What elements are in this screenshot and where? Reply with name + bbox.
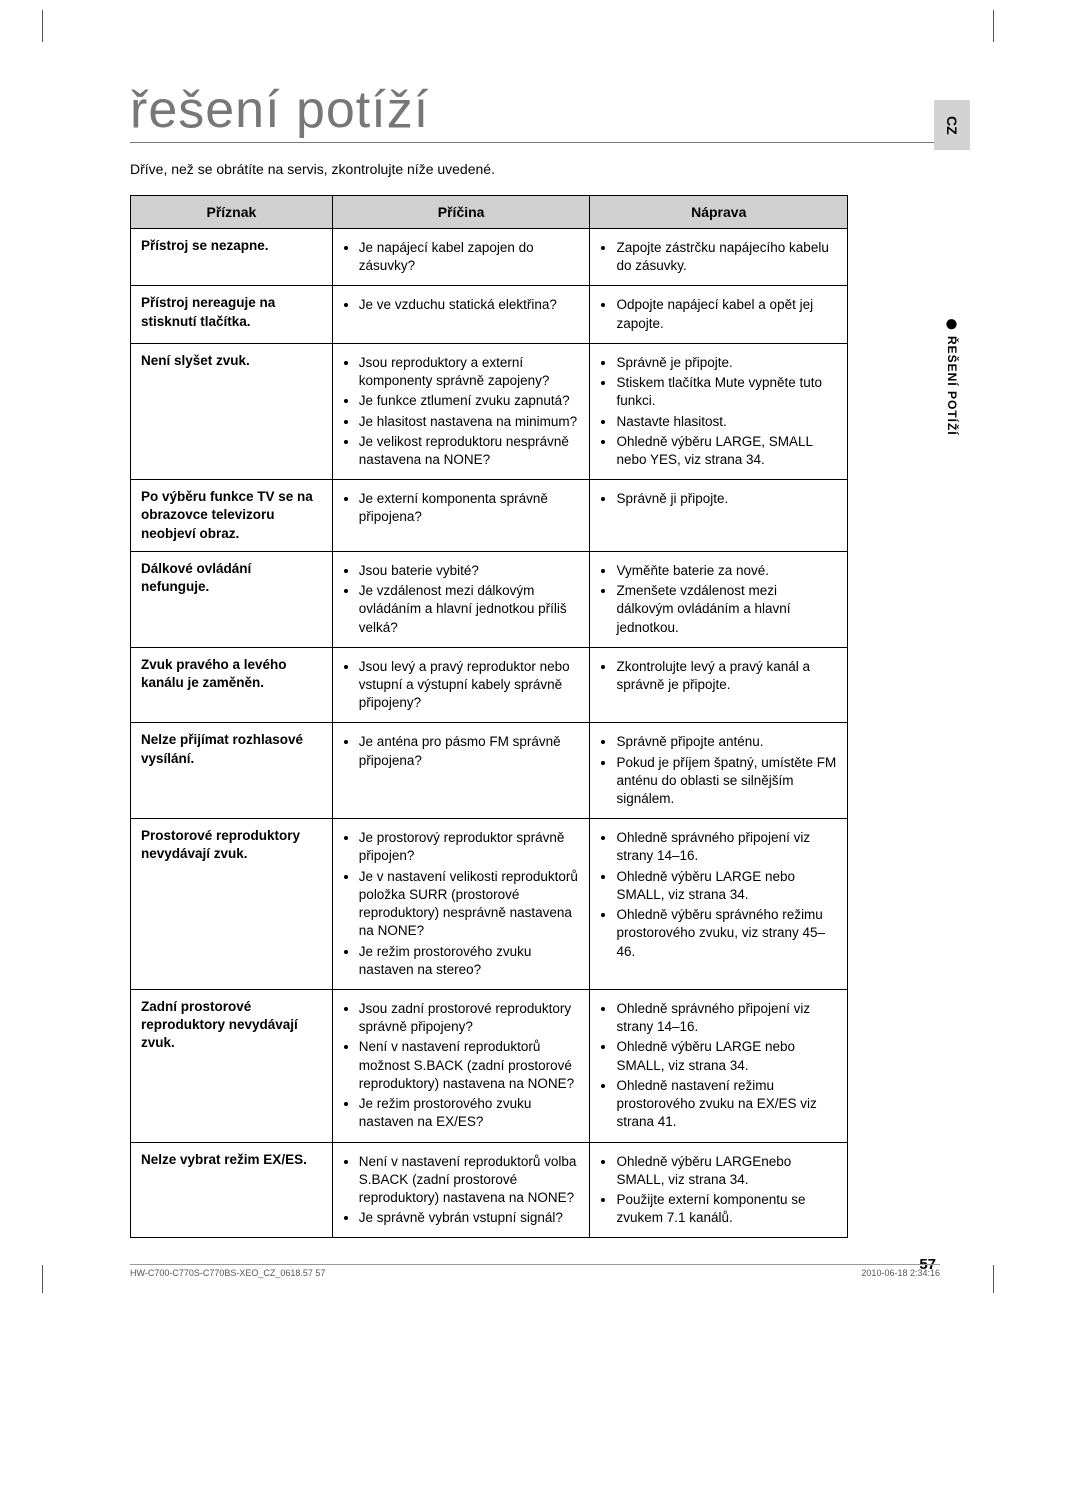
cause-item: Je režim prostorového zvuku nastaven na … bbox=[359, 943, 580, 979]
fix-cell: Ohledně výběru LARGEnebo SMALL, viz stra… bbox=[590, 1142, 848, 1238]
cause-item: Je hlasitost nastavena na minimum? bbox=[359, 413, 580, 431]
cause-item: Jsou levý a pravý reproduktor nebo vstup… bbox=[359, 658, 580, 713]
fix-cell: Zapojte zástrčku napájecího kabelu do zá… bbox=[590, 229, 848, 286]
cause-cell: Je ve vzduchu statická elektřina? bbox=[332, 286, 590, 343]
fix-item: Použijte externí komponentu se zvukem 7.… bbox=[616, 1191, 837, 1227]
symptom-cell: Nelze vybrat režim EX/ES. bbox=[131, 1142, 333, 1238]
fix-cell: Správně je připojte. Stiskem tlačítka Mut… bbox=[590, 343, 848, 479]
fix-item: Zmenšete vzdálenost mezi dálkovým ovládá… bbox=[616, 582, 837, 637]
cause-item: Je anténa pro pásmo FM správně připojena… bbox=[359, 733, 580, 769]
symptom-cell: Nelze přijímat rozhlasové vysílání. bbox=[131, 723, 333, 819]
fix-item: Nastavte hlasitost. bbox=[616, 413, 837, 431]
table-header-row: Příznak Příčina Náprava bbox=[131, 196, 848, 229]
table-row: Přístroj nereaguje na stisknutí tlačítka… bbox=[131, 286, 848, 343]
cause-item: Je ve vzduchu statická elektřina? bbox=[359, 296, 580, 314]
table-row: Není slyšet zvuk. Jsou reproduktory a ext… bbox=[131, 343, 848, 479]
col-header-cause: Příčina bbox=[332, 196, 590, 229]
cause-cell: Jsou zadní prostorové reproduktory správ… bbox=[332, 990, 590, 1143]
fix-item: Ohledně správného připojení viz strany 1… bbox=[616, 1000, 837, 1036]
table-row: Po výběru funkce TV se na obrazovce tele… bbox=[131, 480, 848, 552]
symptom-cell: Přístroj se nezapne. bbox=[131, 229, 333, 286]
symptom-cell: Zadní prostorové reproduktory nevydávají… bbox=[131, 990, 333, 1143]
fix-cell: Ohledně správného připojení viz strany 1… bbox=[590, 819, 848, 990]
fix-item: Ohledně výběru LARGE nebo SMALL, viz str… bbox=[616, 1038, 837, 1074]
cause-item: Je správně vybrán vstupní signál? bbox=[359, 1209, 580, 1227]
fix-cell: Zkontrolujte levý a pravý kanál a správn… bbox=[590, 647, 848, 723]
fix-cell: Správně ji připojte. bbox=[590, 480, 848, 552]
table-row: Nelze přijímat rozhlasové vysílání. Je an… bbox=[131, 723, 848, 819]
cause-item: Jsou baterie vybité? bbox=[359, 562, 580, 580]
fix-item: Ohledně výběru LARGE nebo SMALL, viz str… bbox=[616, 868, 837, 904]
cause-cell: Je prostorový reproduktor správně připoj… bbox=[332, 819, 590, 990]
table-row: Zadní prostorové reproduktory nevydávají… bbox=[131, 990, 848, 1143]
side-section-text: ŘEŠENÍ POTÍŽÍ bbox=[945, 336, 959, 436]
crop-mark bbox=[958, 10, 998, 50]
fix-cell: Správně připojte anténu. Pokud je příjem … bbox=[590, 723, 848, 819]
crop-mark bbox=[958, 1253, 998, 1293]
cause-cell: Je napájecí kabel zapojen do zásuvky? bbox=[332, 229, 590, 286]
footer-left: HW-C700-C770S-C770BS-XEO_CZ_0618.57 57 bbox=[130, 1268, 325, 1278]
cause-item: Není v nastavení reproduktorů volba S.BA… bbox=[359, 1153, 580, 1208]
fix-item: Pokud je příjem špatný, umístěte FM anté… bbox=[616, 754, 837, 809]
document-page: CZ ● ŘEŠENÍ POTÍŽÍ řešení potíží Dříve, … bbox=[0, 0, 1080, 1313]
symptom-cell: Zvuk pravého a levého kanálu je zaměněn. bbox=[131, 647, 333, 723]
symptom-cell: Po výběru funkce TV se na obrazovce tele… bbox=[131, 480, 333, 552]
footer: HW-C700-C770S-C770BS-XEO_CZ_0618.57 57 2… bbox=[130, 1264, 940, 1278]
fix-cell: Ohledně správného připojení viz strany 1… bbox=[590, 990, 848, 1143]
crop-mark bbox=[18, 10, 58, 50]
fix-item: Ohledně výběru správného režimu prostoro… bbox=[616, 906, 837, 961]
cause-item: Je funkce ztlumení zvuku zapnutá? bbox=[359, 392, 580, 410]
symptom-cell: Prostorové reproduktory nevydávají zvuk. bbox=[131, 819, 333, 990]
table-row: Zvuk pravého a levého kanálu je zaměněn.… bbox=[131, 647, 848, 723]
cause-item: Je prostorový reproduktor správně připoj… bbox=[359, 829, 580, 865]
cause-item: Jsou zadní prostorové reproduktory správ… bbox=[359, 1000, 580, 1036]
cause-item: Jsou reproduktory a externí komponenty s… bbox=[359, 354, 580, 390]
fix-item: Ohledně správného připojení viz strany 1… bbox=[616, 829, 837, 865]
cause-item: Je režim prostorového zvuku nastaven na … bbox=[359, 1095, 580, 1131]
table-row: Nelze vybrat režim EX/ES. Není v nastaven… bbox=[131, 1142, 848, 1238]
cause-cell: Jsou levý a pravý reproduktor nebo vstup… bbox=[332, 647, 590, 723]
language-tab: CZ bbox=[934, 100, 970, 150]
fix-item: Zkontrolujte levý a pravý kanál a správn… bbox=[616, 658, 837, 694]
cause-cell: Není v nastavení reproduktorů volba S.BA… bbox=[332, 1142, 590, 1238]
fix-item: Ohledně výběru LARGE, SMALL nebo YES, vi… bbox=[616, 433, 837, 469]
symptom-cell: Není slyšet zvuk. bbox=[131, 343, 333, 479]
fix-cell: Vyměňte baterie za nové. Zmenšete vzdálen… bbox=[590, 551, 848, 647]
cause-cell: Je anténa pro pásmo FM správně připojena… bbox=[332, 723, 590, 819]
fix-item: Ohledně výběru LARGEnebo SMALL, viz stra… bbox=[616, 1153, 837, 1189]
cause-cell: Je externí komponenta správně připojena? bbox=[332, 480, 590, 552]
cause-item: Je napájecí kabel zapojen do zásuvky? bbox=[359, 239, 580, 275]
cause-item: Je velikost reproduktoru nesprávně nasta… bbox=[359, 433, 580, 469]
fix-item: Odpojte napájecí kabel a opět jej zapojt… bbox=[616, 296, 837, 332]
symptom-cell: Přístroj nereaguje na stisknutí tlačítka… bbox=[131, 286, 333, 343]
col-header-symptom: Příznak bbox=[131, 196, 333, 229]
cause-item: Je vzdálenost mezi dálkovým ovládáním a … bbox=[359, 582, 580, 637]
fix-item: Vyměňte baterie za nové. bbox=[616, 562, 837, 580]
table-row: Dálkové ovládání nefunguje.Jsou baterie … bbox=[131, 551, 848, 647]
cause-cell: Jsou reproduktory a externí komponenty s… bbox=[332, 343, 590, 479]
table-row: Prostorové reproduktory nevydávají zvuk.… bbox=[131, 819, 848, 990]
crop-mark bbox=[18, 1253, 58, 1293]
footer-right: 2010-06-18 2:34:16 bbox=[861, 1268, 940, 1278]
intro-text: Dříve, než se obrátíte na servis, zkontr… bbox=[130, 161, 940, 177]
cause-item: Není v nastavení reproduktorů možnost S.… bbox=[359, 1038, 580, 1093]
fix-item: Správně ji připojte. bbox=[616, 490, 837, 508]
side-section-label: ● ŘEŠENÍ POTÍŽÍ bbox=[934, 280, 970, 480]
fix-item: Správně je připojte. bbox=[616, 354, 837, 372]
fix-item: Stiskem tlačítka Mute vypněte tuto funkc… bbox=[616, 374, 837, 410]
page-title: řešení potíží bbox=[130, 80, 940, 143]
fix-item: Ohledně nastavení režimu prostorového zv… bbox=[616, 1077, 837, 1132]
table-body: Přístroj se nezapne. Je napájecí kabel za… bbox=[131, 229, 848, 1238]
cause-cell: Jsou baterie vybité? Je vzdálenost mezi d… bbox=[332, 551, 590, 647]
table-row: Přístroj se nezapne. Je napájecí kabel za… bbox=[131, 229, 848, 286]
fix-item: Zapojte zástrčku napájecího kabelu do zá… bbox=[616, 239, 837, 275]
fix-cell: Odpojte napájecí kabel a opět jej zapojt… bbox=[590, 286, 848, 343]
troubleshooting-table: Příznak Příčina Náprava Přístroj se neza… bbox=[130, 195, 848, 1238]
col-header-fix: Náprava bbox=[590, 196, 848, 229]
cause-item: Je externí komponenta správně připojena? bbox=[359, 490, 580, 526]
symptom-cell: Dálkové ovládání nefunguje. bbox=[131, 551, 333, 647]
cause-item: Je v nastavení velikosti reproduktorů po… bbox=[359, 868, 580, 941]
fix-item: Správně připojte anténu. bbox=[616, 733, 837, 751]
